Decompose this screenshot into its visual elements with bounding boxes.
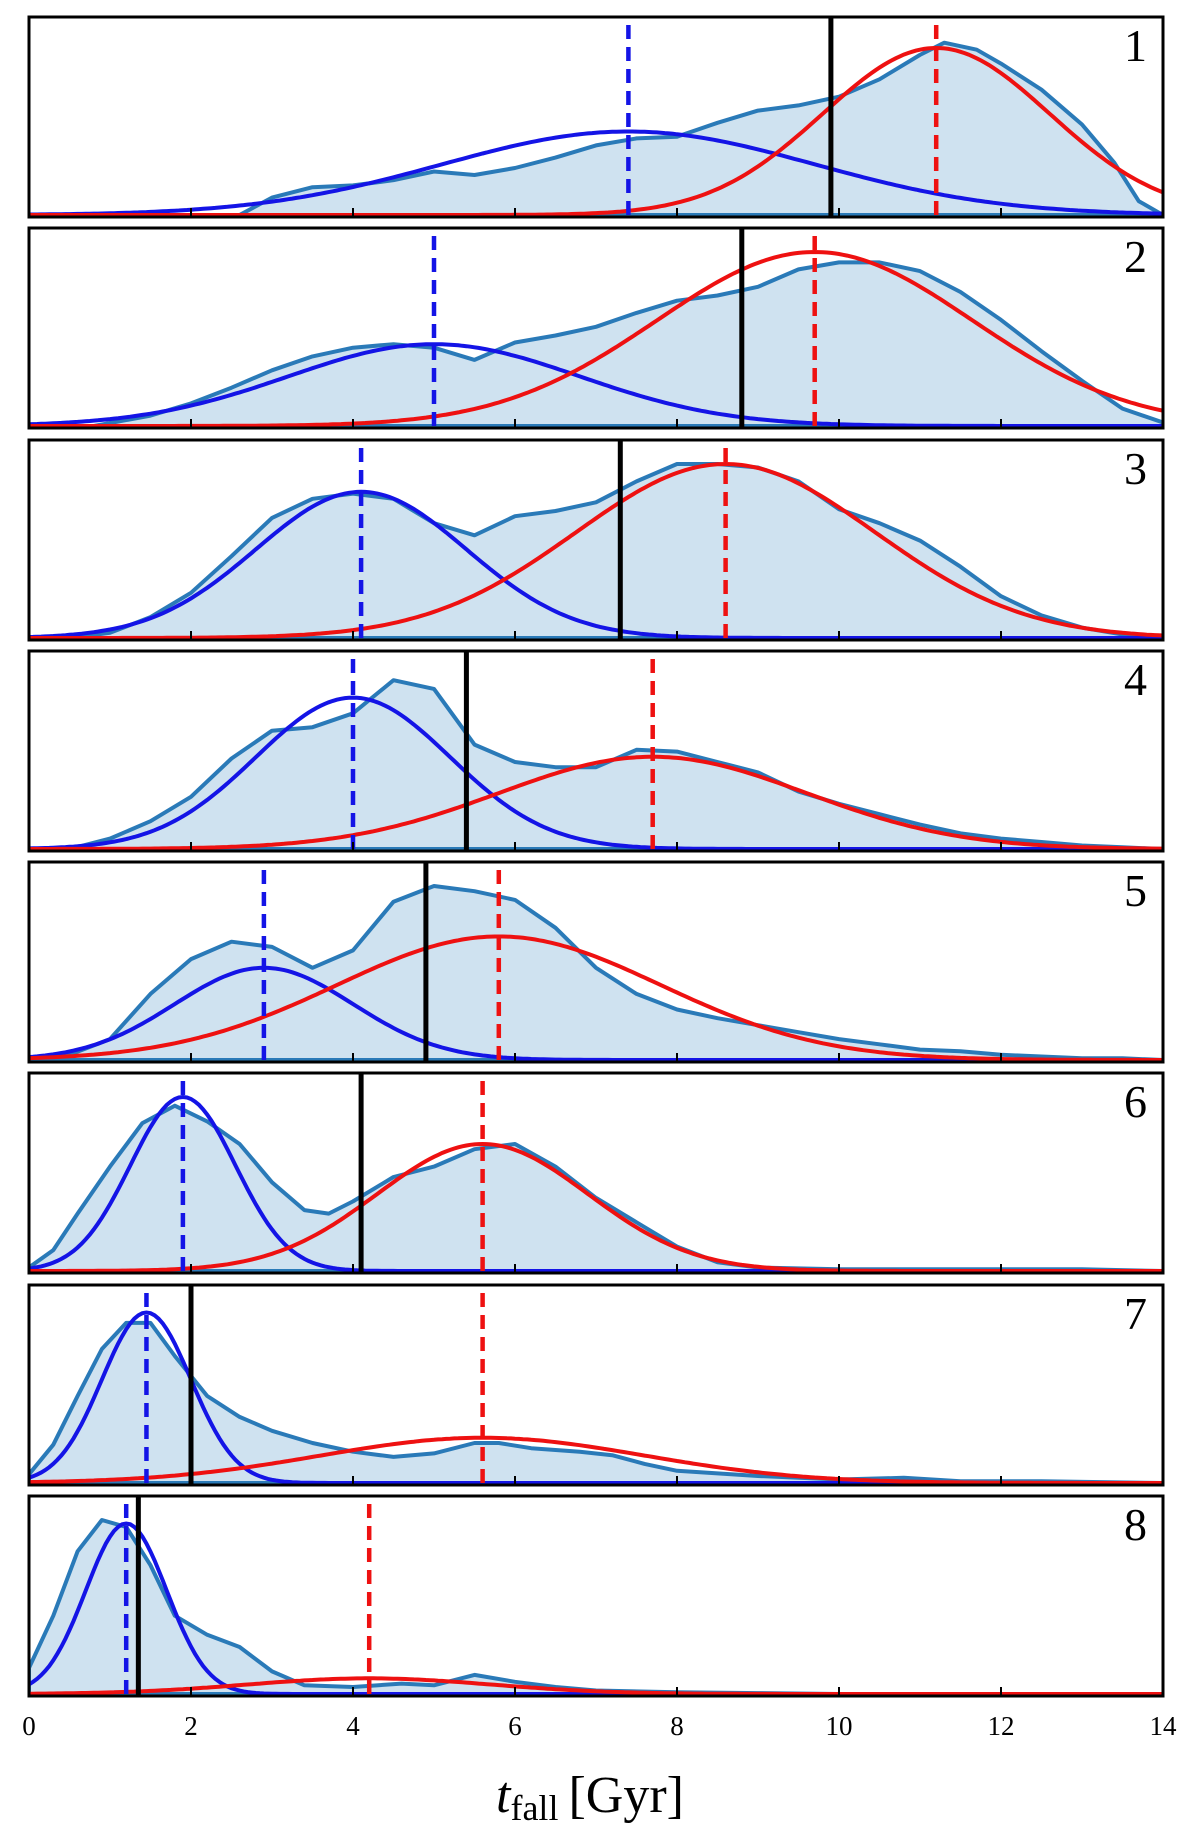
x-axis-label-unit: [Gyr]: [568, 1767, 684, 1824]
x-tick-label: 6: [508, 1711, 522, 1741]
panel-plot-area: [29, 440, 1163, 640]
x-tick-label: 12: [988, 1711, 1015, 1741]
x-axis-label-subscript: fall: [510, 1788, 558, 1828]
panel-plot-area: [29, 862, 1163, 1062]
gaussian-red: [29, 934, 1163, 1062]
panel-plot-area: [29, 1073, 1163, 1273]
panel-plot-area: [29, 1496, 1163, 1696]
kde-area: [29, 884, 1163, 1062]
panel-label: 2: [1124, 231, 1147, 282]
x-tick-label: 14: [1150, 1711, 1178, 1741]
panel-3: 3: [27, 438, 1165, 642]
panel-frame: [27, 1494, 1165, 1698]
panel-7: 7: [27, 1283, 1165, 1487]
gaussian-blue: [29, 129, 1163, 217]
panels: 1 2 3 4 5 6 7 8: [27, 15, 1165, 1698]
panel-plot-area: [29, 17, 1163, 217]
panel-frame: [27, 1283, 1165, 1487]
kde-area: [67, 462, 1163, 640]
panel-label: 4: [1124, 654, 1147, 705]
panel-plot-area: [29, 1285, 1163, 1485]
panel-4: 4: [27, 649, 1165, 853]
panel-label: 3: [1124, 443, 1147, 494]
x-axis-label-symbol: t: [496, 1767, 512, 1824]
gaussian-red: [29, 1141, 1163, 1273]
panel-label: 6: [1124, 1076, 1147, 1127]
panel-6: 6: [27, 1071, 1165, 1275]
panel-frame: [27, 15, 1165, 219]
x-tick-label: 8: [670, 1711, 684, 1741]
x-axis-label: tfall [Gyr]: [496, 1767, 684, 1828]
panel-1: 1: [27, 15, 1165, 219]
panel-label: 8: [1124, 1499, 1147, 1550]
panel-plot-area: [29, 228, 1163, 428]
gaussian-red: [29, 45, 1163, 217]
panel-frame: [27, 438, 1165, 642]
kde-area: [91, 260, 1163, 428]
panel-label: 5: [1124, 865, 1147, 916]
x-tick-label: 10: [826, 1711, 853, 1741]
kde-area: [67, 678, 1163, 851]
panel-frame: [27, 1071, 1165, 1275]
panel-2: 2: [27, 226, 1165, 430]
kde-area: [237, 40, 1163, 217]
panel-label: 1: [1124, 20, 1147, 71]
panel-frame: [27, 860, 1165, 1064]
kde-area: [29, 1518, 1163, 1696]
x-tick-label: 4: [346, 1711, 360, 1741]
gaussian-red: [29, 249, 1163, 428]
gaussian-blue: [29, 489, 1163, 640]
gaussian-blue: [29, 695, 1163, 851]
panel-8: 8: [27, 1494, 1165, 1698]
panel-frame: [27, 649, 1165, 853]
x-tick-labels: 0 2 4 6 8 10 12 14: [22, 1711, 1177, 1741]
panel-label: 7: [1124, 1288, 1147, 1339]
gaussian-red: [29, 754, 1163, 851]
panel-frame: [27, 226, 1165, 430]
panel-plot-area: [29, 651, 1163, 851]
gaussian-blue: [29, 342, 1163, 428]
panel-5: 5: [27, 860, 1165, 1064]
kde-area: [29, 1103, 1163, 1273]
x-tick-label: 2: [184, 1711, 198, 1741]
x-tick-label: 0: [22, 1711, 36, 1741]
gaussian-red: [29, 1435, 1163, 1485]
gaussian-red: [29, 461, 1163, 640]
gaussian-red: [29, 1676, 1163, 1696]
